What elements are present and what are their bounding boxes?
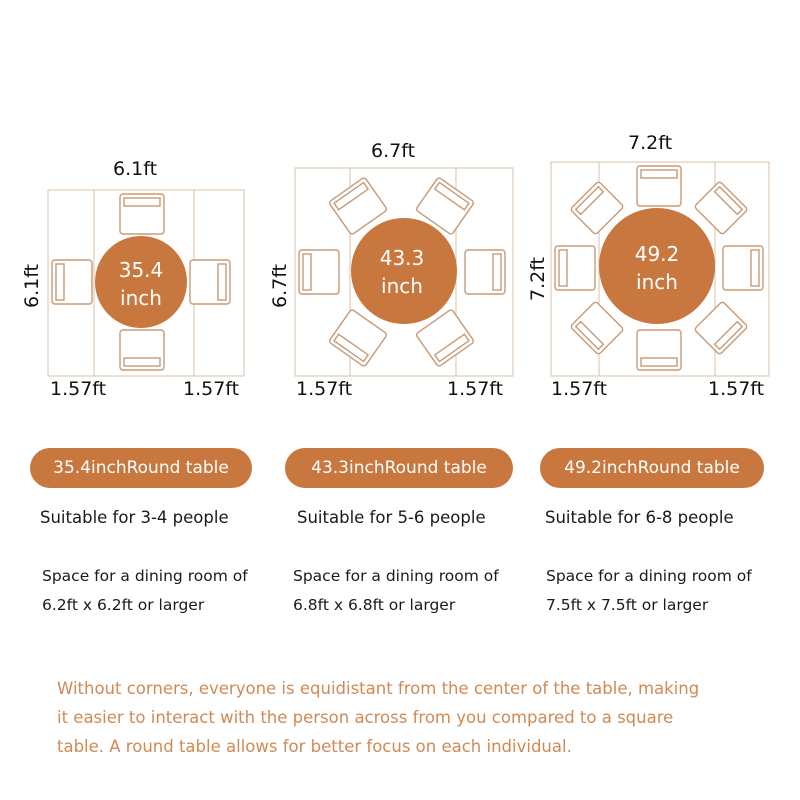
chair-top-left: [328, 177, 388, 235]
table-size-unit: inch: [381, 274, 423, 298]
chair-left: [298, 249, 340, 295]
clearance-right-label: 1.57ft: [183, 378, 240, 400]
capacity-text: Suitable for 6-8 people: [545, 508, 734, 527]
chair-bottom-right: [694, 301, 748, 355]
room-space-line: Space for a dining room of: [546, 567, 752, 585]
chair-right: [189, 259, 231, 305]
floor-plan-small: [47, 189, 245, 377]
table-size-label: 35.4 inch: [95, 256, 187, 312]
chair-top-right: [415, 177, 475, 235]
side-dimension-label: 6.1ft: [21, 263, 44, 309]
round-table-top: [351, 218, 457, 324]
chair-right: [722, 245, 764, 291]
table-size-pill: 35.4inchRound table: [30, 448, 252, 488]
table-size-pill: 49.2inchRound table: [540, 448, 764, 488]
capacity-text: Suitable for 5-6 people: [297, 508, 486, 527]
floor-plan-medium: [294, 167, 514, 377]
side-dimension-label: 7.2ft: [527, 256, 550, 302]
footer-description: Without corners, everyone is equidistant…: [57, 674, 757, 761]
room-space-line: 6.2ft x 6.2ft or larger: [42, 596, 205, 614]
floor-plan-large: [550, 161, 770, 377]
table-size-number: 35.4: [118, 258, 164, 282]
chair-top: [119, 193, 165, 235]
top-dimension-label: 7.2ft: [628, 132, 673, 154]
chair-bottom-right: [415, 309, 475, 367]
top-dimension-label: 6.7ft: [371, 140, 416, 162]
table-size-number: 49.2: [634, 242, 680, 266]
footer-line: it easier to interact with the person ac…: [57, 708, 674, 727]
footer-line: Without corners, everyone is equidistant…: [57, 679, 700, 698]
chair-group: [298, 177, 506, 367]
room-space-line: Space for a dining room of: [42, 567, 248, 585]
chair-bottom-left: [328, 309, 388, 367]
clearance-left-label: 1.57ft: [50, 378, 107, 400]
clearance-right-label: 1.57ft: [708, 378, 765, 400]
chair-left: [554, 245, 596, 291]
table-size-unit: inch: [120, 286, 162, 310]
room-space-text: Space for a dining room of 7.5ft x 7.5ft…: [546, 562, 752, 620]
chair-group: [51, 193, 231, 371]
table-size-unit: inch: [636, 270, 678, 294]
chair-top: [636, 165, 682, 207]
table-size-pill: 43.3inchRound table: [285, 448, 513, 488]
side-dimension-label: 6.7ft: [269, 263, 292, 309]
chair-left: [51, 259, 93, 305]
room-space-line: 7.5ft x 7.5ft or larger: [546, 596, 709, 614]
capacity-text: Suitable for 3-4 people: [40, 508, 229, 527]
round-table-top: [95, 236, 187, 328]
chair-bottom: [119, 329, 165, 371]
table-size-label: 49.2 inch: [607, 240, 707, 296]
chair-bottom: [636, 329, 682, 371]
clearance-right-label: 1.57ft: [447, 378, 504, 400]
clearance-left-label: 1.57ft: [551, 378, 608, 400]
footer-line: table. A round table allows for better f…: [57, 737, 572, 756]
chair-group: [554, 165, 764, 371]
room-space-text: Space for a dining room of 6.8ft x 6.8ft…: [293, 562, 499, 620]
top-dimension-label: 6.1ft: [113, 158, 158, 180]
chair-top-left: [570, 181, 624, 235]
room-space-text: Space for a dining room of 6.2ft x 6.2ft…: [42, 562, 248, 620]
chair-bottom-left: [570, 301, 624, 355]
table-size-label: 43.3 inch: [352, 244, 452, 300]
table-size-number: 43.3: [379, 246, 425, 270]
room-space-line: 6.8ft x 6.8ft or larger: [293, 596, 456, 614]
clearance-left-label: 1.57ft: [296, 378, 353, 400]
chair-top-right: [694, 181, 748, 235]
chair-right: [464, 249, 506, 295]
round-table-top: [599, 208, 715, 324]
room-space-line: Space for a dining room of: [293, 567, 499, 585]
